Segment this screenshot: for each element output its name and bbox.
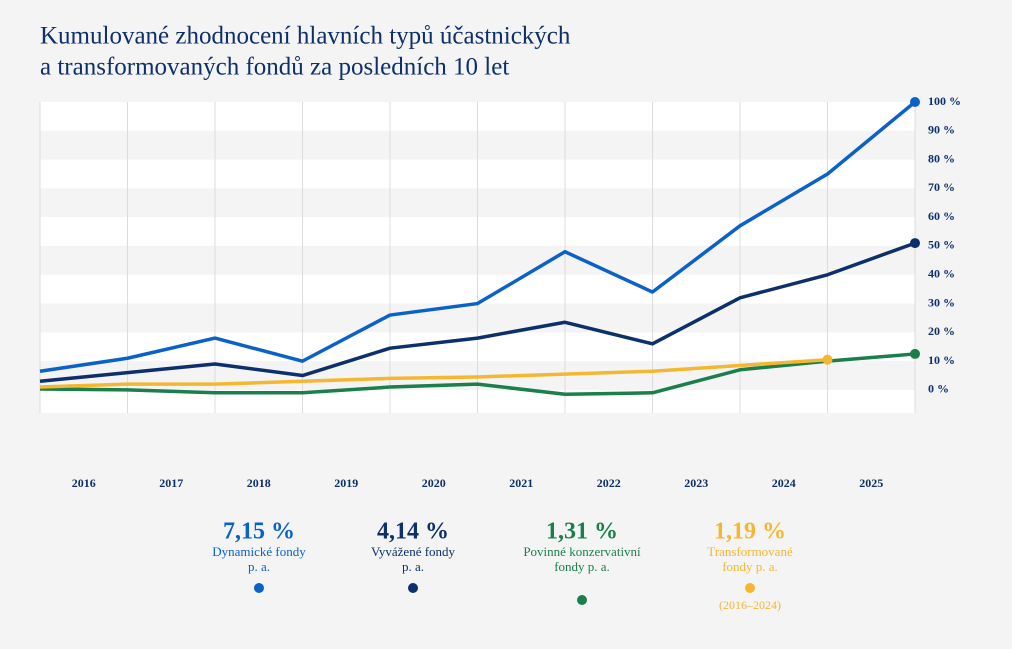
- y-tick-label: 0 %: [928, 382, 949, 396]
- series-line: [39, 357, 828, 389]
- end-marker: [910, 348, 920, 359]
- y-tick-label: 60 %: [928, 209, 955, 223]
- x-tick-label: 2021: [509, 476, 533, 490]
- legend-label: p. a.: [402, 559, 424, 574]
- series-line: [39, 100, 917, 373]
- end-marker: [910, 238, 920, 249]
- chart-title: a transformovaných fondů za posledních 1…: [40, 54, 509, 81]
- end-marker: [822, 354, 833, 365]
- y-tick-label: 70 %: [928, 180, 955, 194]
- legend-dot: [254, 583, 264, 593]
- y-tick-label: 20 %: [928, 324, 955, 338]
- summary-value: 7,15 %: [223, 519, 295, 545]
- legend-dot: [408, 583, 418, 593]
- chart-title: Kumulované zhodnocení hlavních typů účas…: [40, 23, 571, 50]
- y-tick-label: 80 %: [928, 151, 955, 165]
- series-line: [39, 241, 916, 384]
- x-tick-label: 2017: [159, 476, 183, 490]
- legend-label: Vyvážené fondy: [371, 544, 456, 559]
- y-tick-label: 30 %: [928, 295, 955, 309]
- end-marker: [910, 97, 920, 107]
- legend-label: fondy p. a.: [554, 559, 610, 574]
- y-tick-label: 10 %: [928, 353, 955, 367]
- legend-label: p. a.: [248, 559, 270, 574]
- y-tick-label: 100 %: [928, 94, 961, 108]
- legend-label: Dynamické fondy: [212, 544, 306, 559]
- y-tick-label: 40 %: [928, 267, 955, 281]
- legend-note: (2016–2024): [719, 598, 781, 612]
- summary-value: 1,31 %: [546, 519, 618, 545]
- legend-label: Transformované: [707, 544, 793, 559]
- x-tick-label: 2023: [684, 476, 708, 490]
- y-tick-label: 90 %: [928, 123, 955, 137]
- x-tick-label: 2022: [597, 476, 621, 490]
- summary-value: 1,19 %: [714, 519, 786, 545]
- x-tick-label: 2016: [72, 476, 96, 490]
- series-line: [39, 352, 916, 396]
- x-tick-label: 2024: [772, 476, 796, 490]
- legend-dot: [745, 583, 755, 593]
- legend-label: Povinné konzervativní: [523, 544, 641, 559]
- x-tick-label: 2025: [859, 476, 883, 490]
- legend-label: fondy p. a.: [722, 559, 778, 574]
- x-tick-label: 2018: [247, 476, 271, 490]
- y-tick-label: 50 %: [928, 238, 955, 252]
- legend-dot: [577, 595, 587, 605]
- x-tick-label: 2020: [422, 476, 446, 490]
- x-tick-label: 2019: [334, 476, 358, 490]
- summary-value: 4,14 %: [377, 519, 449, 545]
